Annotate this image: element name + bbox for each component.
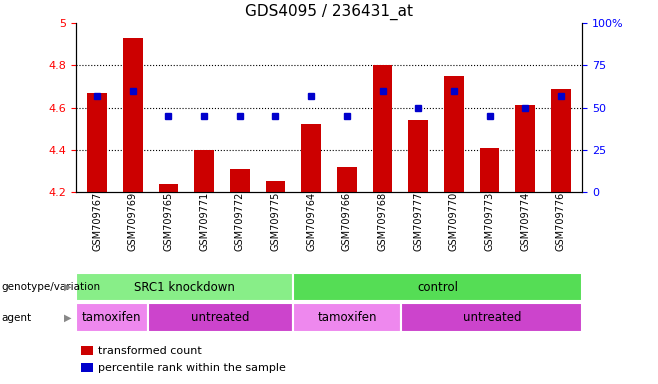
Bar — [81, 363, 93, 372]
Text: GSM709775: GSM709775 — [270, 192, 280, 252]
Bar — [337, 167, 357, 192]
Text: GSM709771: GSM709771 — [199, 192, 209, 251]
Text: GSM709764: GSM709764 — [306, 192, 316, 251]
Bar — [480, 148, 499, 192]
Text: GSM709768: GSM709768 — [378, 192, 388, 251]
Text: SRC1 knockdown: SRC1 knockdown — [134, 281, 235, 293]
Text: untreated: untreated — [463, 311, 521, 324]
Text: control: control — [417, 281, 458, 293]
Bar — [76, 303, 148, 332]
Text: tamoxifen: tamoxifen — [317, 311, 377, 324]
Text: GSM709772: GSM709772 — [235, 192, 245, 252]
Bar — [148, 303, 293, 332]
Text: GSM709777: GSM709777 — [413, 192, 423, 252]
Bar — [444, 76, 464, 192]
Bar — [372, 65, 392, 192]
Text: agent: agent — [1, 313, 32, 323]
Text: GSM709774: GSM709774 — [520, 192, 530, 251]
Text: transformed count: transformed count — [99, 346, 202, 356]
Text: GSM709766: GSM709766 — [342, 192, 352, 251]
Bar — [515, 105, 535, 192]
Bar — [76, 273, 293, 301]
Bar — [159, 184, 178, 192]
Text: GSM709767: GSM709767 — [92, 192, 102, 251]
Text: genotype/variation: genotype/variation — [1, 282, 101, 292]
Text: tamoxifen: tamoxifen — [82, 311, 141, 324]
Bar — [194, 150, 214, 192]
Text: untreated: untreated — [191, 311, 249, 324]
Bar — [88, 93, 107, 192]
Text: GSM709765: GSM709765 — [163, 192, 174, 251]
Text: ▶: ▶ — [64, 282, 71, 292]
Bar — [409, 120, 428, 192]
Text: percentile rank within the sample: percentile rank within the sample — [99, 363, 286, 373]
Text: GSM709769: GSM709769 — [128, 192, 138, 251]
Bar — [293, 273, 582, 301]
Text: GSM709770: GSM709770 — [449, 192, 459, 251]
Bar — [123, 38, 143, 192]
Bar — [230, 169, 249, 192]
Text: ▶: ▶ — [64, 313, 71, 323]
Bar — [266, 182, 286, 192]
Text: GSM709776: GSM709776 — [556, 192, 566, 251]
Title: GDS4095 / 236431_at: GDS4095 / 236431_at — [245, 4, 413, 20]
Bar — [551, 88, 570, 192]
Bar — [81, 346, 93, 355]
Bar — [401, 303, 582, 332]
Bar — [293, 303, 401, 332]
Bar — [301, 124, 321, 192]
Text: GSM709773: GSM709773 — [484, 192, 495, 251]
